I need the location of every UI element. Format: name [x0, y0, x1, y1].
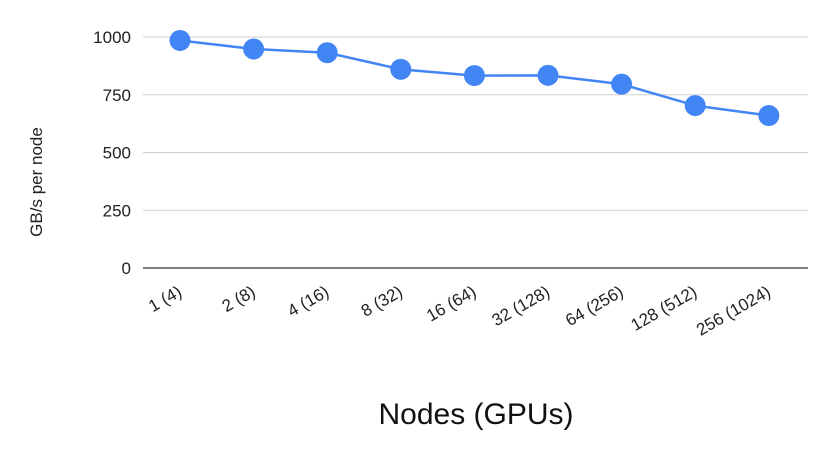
data-point — [390, 58, 412, 80]
x-tick-label: 16 (64) — [423, 282, 479, 325]
data-point — [611, 73, 633, 95]
y-tick-label: 1000 — [93, 28, 131, 47]
data-point — [243, 38, 265, 60]
data-point — [316, 42, 338, 64]
gridlines — [143, 36, 808, 269]
x-tick-label: 32 (128) — [489, 282, 553, 330]
x-tick-label: 1 (4) — [145, 282, 185, 316]
x-tick-label: 256 (1024) — [693, 282, 774, 340]
x-tick-label: 8 (32) — [358, 282, 406, 321]
data-point — [463, 65, 485, 87]
x-tick-label: 4 (16) — [284, 282, 332, 321]
y-tick-label: 500 — [103, 144, 131, 163]
data-point — [537, 64, 559, 86]
series — [169, 29, 780, 127]
x-axis-title: Nodes (GPUs) — [378, 398, 573, 431]
data-point — [758, 105, 780, 127]
y-axis-ticks: 0 250 500 750 1000 — [93, 28, 131, 278]
data-point — [169, 29, 191, 51]
x-axis-ticks: 1 (4) 2 (8) 4 (16) 8 (32) 16 (64) 32 (128) 64 … — [145, 282, 774, 340]
x-tick-label: 128 (512) — [628, 282, 701, 335]
y-axis-title: GB/s per node — [27, 127, 46, 237]
x-tick-label: 2 (8) — [219, 282, 259, 316]
y-tick-label: 250 — [103, 201, 131, 220]
x-tick-label: 64 (256) — [562, 282, 626, 330]
data-point — [684, 95, 706, 117]
y-tick-label: 750 — [103, 86, 131, 105]
y-tick-label: 0 — [122, 259, 131, 278]
